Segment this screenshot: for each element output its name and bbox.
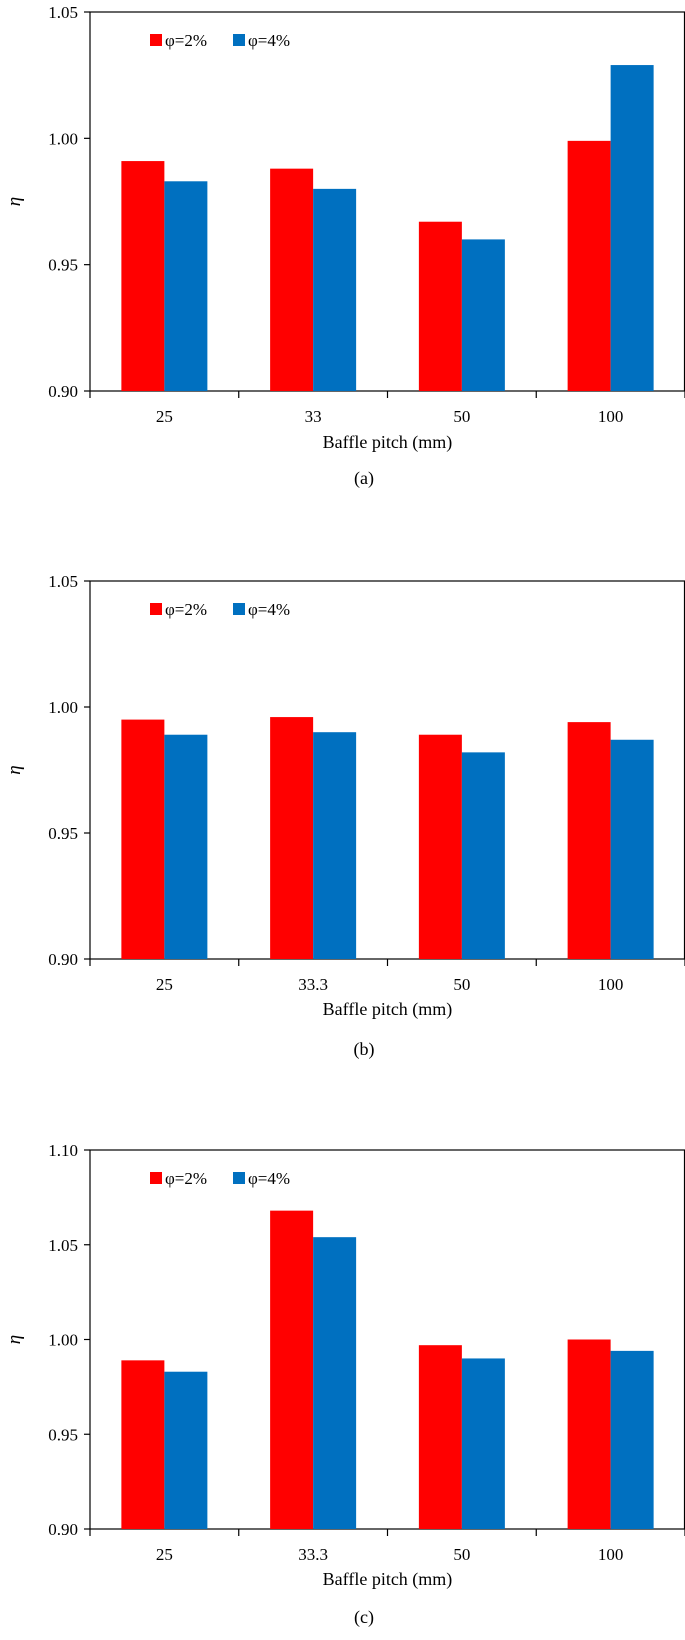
x-axis-title: Baffle pitch (mm) <box>323 999 453 1020</box>
legend-swatch-phi4 <box>233 1172 245 1184</box>
x-tick-label: 100 <box>598 407 624 426</box>
x-tick-label: 25 <box>156 975 173 994</box>
legend: φ=2% φ=4% <box>150 1169 290 1188</box>
bar-phi4-50 <box>461 239 505 391</box>
bar-phi4-50 <box>461 752 505 959</box>
x-tick-label: 33.3 <box>298 975 328 994</box>
y-axis-title: η <box>4 197 25 206</box>
legend-swatch-phi2 <box>150 1172 162 1184</box>
x-tick-label: 50 <box>453 407 470 426</box>
bar-phi4-33_3 <box>313 1237 357 1529</box>
bar-phi4-100 <box>610 1350 654 1529</box>
x-tick-label: 50 <box>453 1545 470 1564</box>
bar-phi2-50 <box>418 221 462 391</box>
x-tick-label: 100 <box>598 1545 624 1564</box>
legend-label: φ=2% <box>165 600 207 619</box>
legend-swatch-phi4 <box>233 34 245 46</box>
chart-panel-b: 0.90 0.95 1.00 1.05 25 33.3 50 100 η Baffle pitch… <box>4 572 685 1060</box>
legend-label: φ=2% <box>165 1169 207 1188</box>
legend: φ=2% φ=4% <box>150 600 290 619</box>
chart-panel-a: 0.90 0.95 1.00 1.05 25 33 50 100 η Baffle pitch (… <box>4 3 685 489</box>
x-axis-title: Baffle pitch (mm) <box>323 432 453 453</box>
y-tick-label: 1.05 <box>48 1236 78 1255</box>
bar-phi4-25 <box>164 1371 208 1529</box>
legend-label: φ=2% <box>165 31 207 50</box>
y-tick-label: 0.95 <box>48 1425 78 1444</box>
y-tick-label: 1.00 <box>48 1331 78 1350</box>
legend-label: φ=4% <box>248 31 290 50</box>
bar-phi2-33_3 <box>270 717 314 959</box>
y-tick-label: 0.90 <box>48 1520 78 1539</box>
legend: φ=2% φ=4% <box>150 31 290 50</box>
bar-phi4-25 <box>164 734 208 959</box>
y-axis-title: η <box>4 1335 25 1344</box>
y-tick-label: 1.00 <box>48 129 78 148</box>
bar-phi2-33 <box>270 168 314 391</box>
y-tick-label: 0.95 <box>48 256 78 275</box>
legend-swatch-phi2 <box>150 34 162 46</box>
x-tick-label: 25 <box>156 1545 173 1564</box>
y-axis-title: η <box>4 765 25 774</box>
bar-phi4-25 <box>164 181 208 391</box>
x-tick-label: 50 <box>453 975 470 994</box>
panel-caption: (b) <box>354 1039 375 1060</box>
chart-panel-c: 0.90 0.95 1.00 1.05 1.10 25 33.3 50 100 η Baffle p… <box>4 1141 685 1628</box>
legend-swatch-phi2 <box>150 603 162 615</box>
bar-phi4-33 <box>313 188 357 391</box>
bar-phi2-33_3 <box>270 1210 314 1529</box>
bar-phi2-25 <box>121 161 165 391</box>
y-tick-label: 0.95 <box>48 824 78 843</box>
x-tick-label: 25 <box>156 407 173 426</box>
legend-label: φ=4% <box>248 1169 290 1188</box>
bar-phi2-25 <box>121 1360 165 1529</box>
bar-phi2-100 <box>567 140 611 391</box>
x-axis-title: Baffle pitch (mm) <box>323 1569 453 1590</box>
x-tick-label: 33.3 <box>298 1545 328 1564</box>
y-tick-label: 1.05 <box>48 3 78 22</box>
bar-phi2-50 <box>418 1345 462 1529</box>
bar-phi4-100 <box>610 65 654 391</box>
bar-phi2-100 <box>567 722 611 959</box>
y-tick-label: 1.00 <box>48 698 78 717</box>
y-tick-label: 1.05 <box>48 572 78 591</box>
bar-phi2-50 <box>418 734 462 959</box>
y-tick-label: 0.90 <box>48 950 78 969</box>
x-tick-label: 100 <box>598 975 624 994</box>
legend-swatch-phi4 <box>233 603 245 615</box>
bar-phi2-100 <box>567 1339 611 1529</box>
legend-label: φ=4% <box>248 600 290 619</box>
y-tick-label: 0.90 <box>48 382 78 401</box>
bar-phi2-25 <box>121 719 165 959</box>
panel-caption: (a) <box>354 468 374 489</box>
y-tick-label: 1.10 <box>48 1141 78 1160</box>
panel-caption: (c) <box>354 1607 374 1628</box>
bar-phi4-50 <box>461 1358 505 1529</box>
bar-phi4-33_3 <box>313 732 357 959</box>
x-tick-label: 33 <box>305 407 322 426</box>
bar-phi4-100 <box>610 739 654 959</box>
